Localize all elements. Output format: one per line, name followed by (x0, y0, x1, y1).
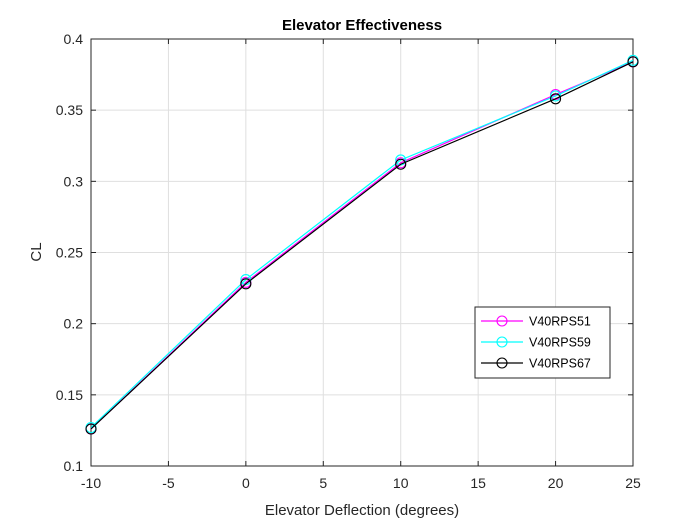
data-point (550, 93, 562, 105)
series-line (90, 61, 634, 430)
y-tick-label: 0.2 (64, 316, 84, 332)
data-point (85, 423, 97, 435)
x-axis-label: Elevator Deflection (degrees) (265, 502, 459, 519)
data-point (627, 56, 639, 68)
series-line (90, 59, 634, 429)
x-tick-label: 0 (242, 475, 250, 491)
x-tick-label: 5 (319, 475, 327, 491)
y-tick-label: 0.4 (64, 31, 84, 47)
x-tick-label: -10 (81, 475, 101, 491)
data-point (240, 278, 252, 290)
series-V40RPS67 (85, 56, 639, 435)
legend-item: V40RPS59 (481, 336, 591, 350)
y-tick-label: 0.25 (56, 245, 83, 261)
legend-label: V40RPS51 (529, 315, 591, 329)
legend-item: V40RPS51 (481, 315, 591, 329)
chart-title: Elevator Effectiveness (282, 17, 442, 34)
y-tick-label: 0.3 (64, 173, 84, 189)
x-tick-label: 15 (470, 475, 486, 491)
legend-marker (496, 315, 508, 327)
legend: V40RPS51 V40RPS59 V40RPS67 (474, 306, 611, 379)
grid (91, 39, 633, 466)
legend-label: V40RPS59 (529, 336, 591, 350)
legend-label: V40RPS67 (529, 357, 591, 371)
legend-item: V40RPS67 (481, 357, 591, 371)
x-tick-label: 20 (548, 475, 564, 491)
legend-marker (496, 357, 508, 369)
y-axis-label: CL (28, 242, 45, 261)
x-tick-label: 25 (625, 475, 641, 491)
x-tick-label: 10 (393, 475, 409, 491)
ticks: -10 -5 0 5 10 15 20 25 0.1 0.15 0.2 0.25 0.3 0.35 0.4 (56, 31, 641, 491)
y-tick-label: 0.15 (56, 387, 83, 403)
data-point (395, 158, 407, 170)
series (85, 54, 639, 435)
y-tick-label: 0.35 (56, 102, 83, 118)
y-tick-label: 0.1 (64, 458, 84, 474)
x-tick-label: -5 (162, 475, 175, 491)
legend-marker (496, 336, 508, 348)
